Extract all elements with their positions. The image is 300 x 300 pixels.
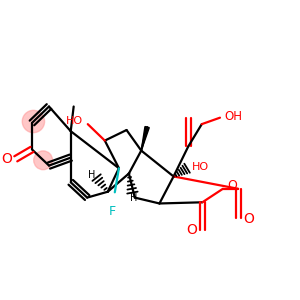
Text: F: F (109, 205, 116, 218)
Circle shape (22, 110, 45, 133)
Text: HO: HO (66, 116, 83, 126)
Text: H: H (88, 170, 95, 180)
Text: O: O (2, 152, 12, 166)
Text: O: O (244, 212, 254, 226)
Polygon shape (141, 127, 149, 151)
Text: HO: HO (191, 162, 208, 172)
Text: H: H (130, 194, 137, 203)
Text: O: O (227, 179, 237, 192)
Text: OH: OH (224, 110, 242, 123)
Circle shape (34, 151, 52, 170)
Text: O: O (186, 223, 197, 237)
